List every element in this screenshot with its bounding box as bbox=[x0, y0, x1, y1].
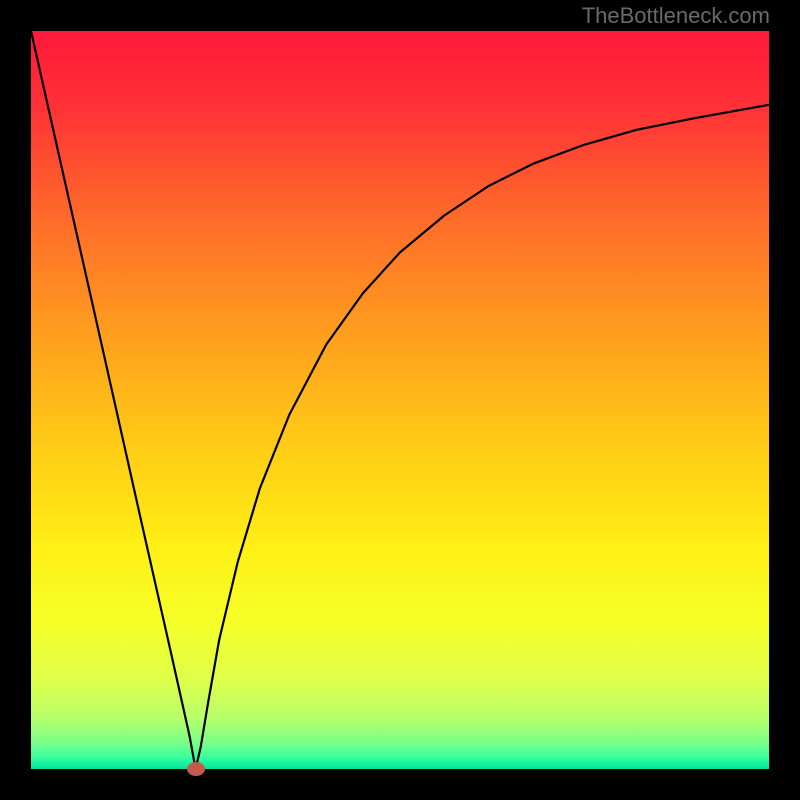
plot-area bbox=[31, 31, 769, 769]
optimum-marker bbox=[187, 762, 205, 776]
heatmap-background bbox=[31, 31, 769, 769]
outer-frame: TheBottleneck.com bbox=[0, 0, 800, 800]
watermark-text: TheBottleneck.com bbox=[582, 3, 770, 29]
